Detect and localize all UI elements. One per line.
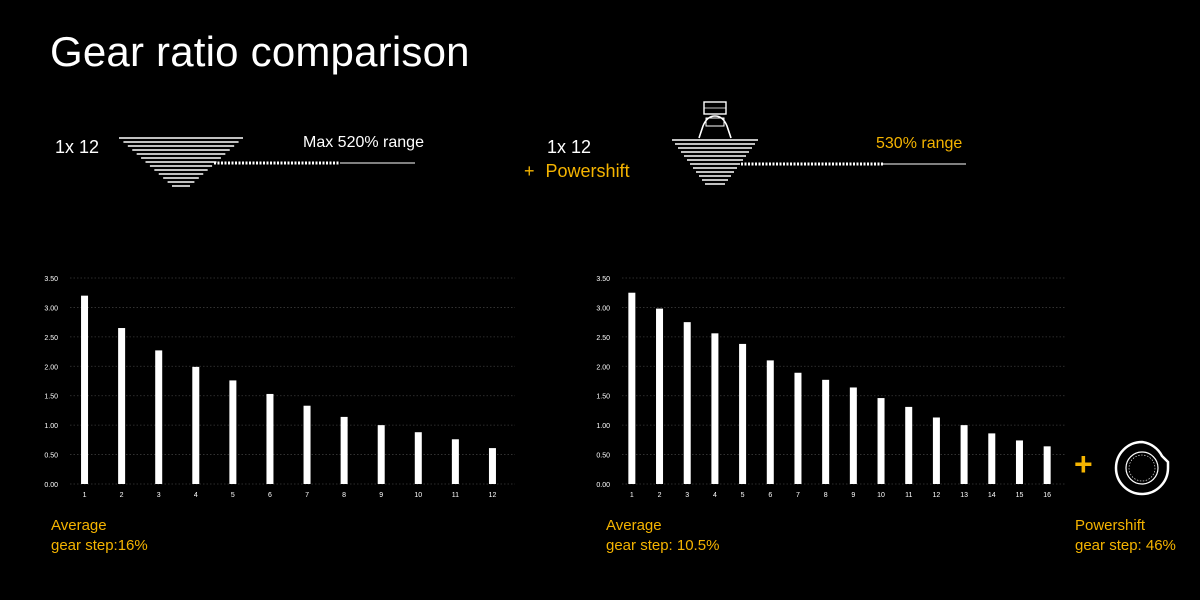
config-2-powershift-label: + Powershift (524, 161, 630, 182)
bar (1015, 440, 1023, 484)
x-tick-label: 5 (231, 492, 235, 499)
x-tick-label: 10 (414, 492, 422, 499)
x-tick-label: 6 (768, 492, 772, 499)
bar (488, 448, 496, 484)
bar (794, 372, 802, 484)
y-tick-label: 0.00 (596, 482, 610, 489)
x-tick-label: 1 (630, 492, 634, 499)
config-1-label: 1x 12 (55, 137, 100, 157)
plus-icon: + (1074, 446, 1093, 482)
y-tick-label: 2.00 (44, 364, 58, 371)
cassette-icon (119, 137, 415, 187)
x-tick-label: 16 (1043, 492, 1051, 499)
caption-left-line2: gear step:16% (51, 537, 148, 554)
cassette-powershift-icon (672, 101, 966, 185)
bar (739, 343, 747, 484)
bar (155, 350, 163, 484)
caption-right-line2: gear step: 46% (1075, 537, 1176, 554)
y-tick-label: 2.00 (596, 364, 610, 371)
bar (229, 380, 237, 484)
config-1-range: Max 520% range (303, 134, 424, 151)
hub-body (698, 115, 732, 139)
x-tick-label: 4 (194, 492, 198, 499)
bar (960, 425, 968, 484)
y-tick-label: 0.00 (44, 482, 58, 489)
x-tick-label: 5 (741, 492, 745, 499)
bar (877, 398, 885, 484)
x-tick-label: 12 (489, 492, 497, 499)
caption-left-line1: Average (51, 517, 107, 534)
caption-mid-line1: Average (606, 517, 662, 534)
x-tick-label: 12 (933, 492, 941, 499)
x-tick-label: 6 (268, 492, 272, 499)
x-tick-label: 9 (851, 492, 855, 499)
bar (81, 295, 89, 484)
y-tick-label: 2.50 (44, 335, 58, 342)
bar (303, 405, 311, 484)
bar (118, 328, 126, 484)
y-tick-label: 0.50 (596, 453, 610, 460)
x-tick-label: 1 (83, 492, 87, 499)
caption-mid: Average gear step: 10.5% (606, 516, 719, 556)
caption-right-line1: Powershift (1075, 517, 1146, 534)
powershift-hub-icon (1114, 440, 1170, 496)
bar (849, 387, 857, 484)
x-tick-label: 3 (157, 492, 161, 499)
x-tick-label: 8 (342, 492, 346, 499)
bar (905, 406, 913, 484)
y-tick-label: 0.50 (44, 453, 58, 460)
y-tick-label: 1.50 (596, 394, 610, 401)
bar (414, 432, 422, 484)
bar (1043, 446, 1051, 484)
x-tick-label: 4 (713, 492, 717, 499)
bar (766, 360, 774, 484)
x-tick-label: 11 (452, 492, 459, 499)
config-2-range: 530% range (876, 135, 963, 152)
caption-mid-line2: gear step: 10.5% (606, 537, 720, 554)
bar (192, 366, 200, 484)
bar (451, 439, 459, 484)
bar (377, 425, 385, 484)
bar (932, 417, 940, 484)
caption-left: Average gear step:16% (51, 516, 148, 556)
x-tick-label: 9 (379, 492, 383, 499)
y-tick-label: 1.00 (44, 423, 58, 430)
y-tick-label: 3.50 (44, 276, 58, 283)
caption-right: Powershift gear step: 46% (1075, 516, 1176, 556)
powershift-text: Powershift (545, 161, 630, 181)
y-tick-label: 2.50 (596, 335, 610, 342)
x-tick-label: 14 (988, 492, 996, 499)
config-2-label: 1x 12 (547, 137, 592, 157)
x-tick-label: 2 (658, 492, 662, 499)
bar (656, 308, 664, 484)
chart-1: 0.000.501.001.502.002.503.003.501 2 3 4 5 6 7 8… (44, 276, 515, 499)
y-tick-label: 3.00 (596, 305, 610, 312)
bar (628, 292, 636, 484)
x-tick-label: 3 (685, 492, 689, 499)
bar (988, 433, 996, 484)
y-tick-label: 1.00 (596, 423, 610, 430)
plus-sign: + (524, 161, 535, 181)
x-tick-label: 8 (824, 492, 828, 499)
x-tick-label: 7 (305, 492, 309, 499)
bar (340, 416, 348, 484)
bar (711, 333, 719, 484)
x-tick-label: 7 (796, 492, 800, 499)
y-tick-label: 1.50 (44, 394, 58, 401)
x-tick-label: 13 (960, 492, 968, 499)
page-title: Gear ratio comparison (50, 28, 470, 75)
x-tick-label: 2 (120, 492, 124, 499)
chart-2: 0.000.501.001.502.002.503.003.501 2 3 4 5 6 7 8… (596, 276, 1065, 499)
y-tick-label: 3.00 (44, 305, 58, 312)
bar (266, 393, 274, 484)
hub-window (705, 117, 725, 127)
bar (683, 322, 691, 484)
y-tick-label: 3.50 (596, 276, 610, 283)
x-tick-label: 11 (905, 492, 912, 499)
bar (822, 379, 830, 484)
x-tick-label: 10 (877, 492, 885, 499)
x-tick-label: 15 (1016, 492, 1024, 499)
